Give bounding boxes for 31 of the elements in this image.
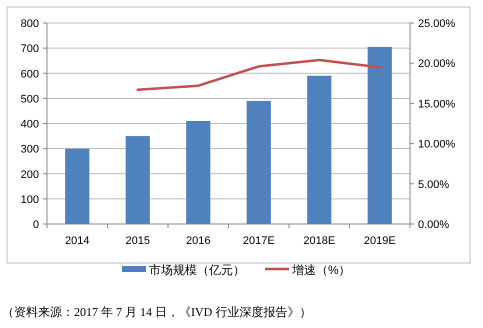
y2-tick-label: 5.00%	[418, 178, 450, 191]
y-tick-label: 100	[20, 194, 39, 206]
y-tick-label: 0	[32, 219, 39, 231]
y2-tick-label: 25.00%	[418, 18, 456, 30]
x-tick-label: 2017E	[242, 235, 275, 247]
legend-label: 增速（%）	[291, 263, 351, 277]
x-tick-label: 2019E	[364, 235, 396, 247]
y-tick-label: 300	[20, 144, 39, 156]
bar	[126, 136, 150, 224]
y-tick-label: 800	[20, 18, 39, 30]
bar	[186, 120, 210, 224]
bar	[246, 100, 271, 224]
line-series	[136, 58, 381, 91]
bar	[307, 76, 332, 224]
y2-tick-label: 15.00%	[418, 98, 456, 110]
y-tick-label: 600	[20, 68, 39, 80]
bar	[65, 148, 90, 224]
y-tick-label: 500	[20, 93, 39, 106]
y-tick-label: 200	[20, 168, 39, 181]
x-tick-label: 2014	[65, 235, 90, 247]
x-tick-label: 2018E	[303, 235, 336, 247]
legend-label: 市场规模（亿元）	[149, 263, 245, 277]
y2-tick-label: 10.00%	[418, 138, 456, 151]
y2-tick-label: 20.00%	[418, 58, 456, 70]
x-tick-label: 2015	[126, 235, 150, 247]
text: （资料来源：2017 年 7 月 14 日，《IVD 行业深度报告》）	[2, 305, 312, 319]
y2-tick-label: 0.00%	[418, 219, 450, 231]
x-tick-label: 2016	[186, 235, 210, 247]
y-tick-label: 400	[20, 118, 39, 130]
y-tick-label: 700	[20, 43, 39, 56]
bar	[368, 46, 392, 224]
